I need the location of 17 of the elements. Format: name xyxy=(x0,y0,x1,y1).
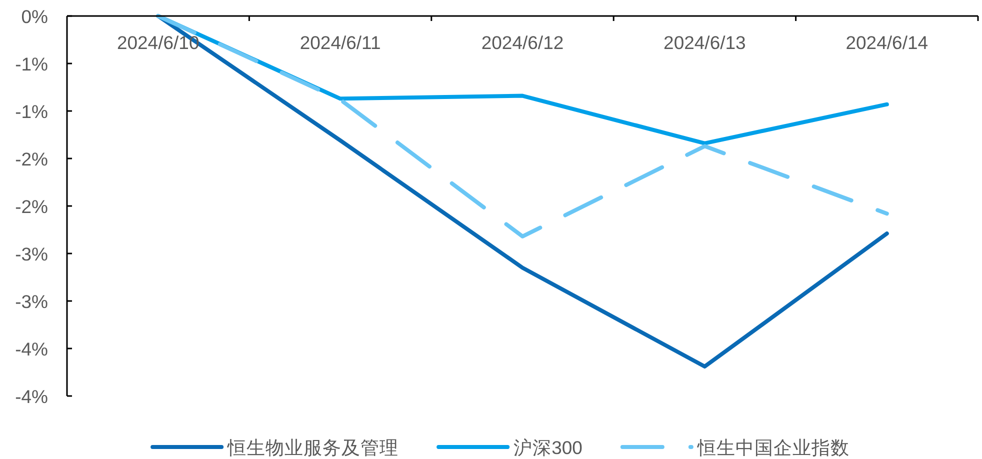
y-tick-label: -3% xyxy=(15,290,48,312)
y-tick-label: 0% xyxy=(21,6,48,26)
y-tick-label: -4% xyxy=(15,338,48,359)
y-tick-label: -2% xyxy=(15,148,48,169)
x-tick-label: 2024/6/10 xyxy=(116,32,200,52)
legend-label: 恒生物业服务及管理 xyxy=(226,436,399,458)
y-tick-label: -3% xyxy=(15,243,48,264)
x-tick-label: 2024/6/11 xyxy=(300,32,381,52)
x-tick-label: 2024/6/13 xyxy=(664,32,746,52)
legend-label: 沪深300 xyxy=(514,436,582,458)
y-tick-label: -1% xyxy=(15,53,48,74)
y-tick-label: -4% xyxy=(15,386,48,406)
legend-label: 恒生中国企业指数 xyxy=(696,436,850,458)
y-tick-label: -2% xyxy=(15,196,48,216)
x-tick-label: 2024/6/14 xyxy=(846,32,928,52)
y-tick-label: -1% xyxy=(15,100,48,122)
x-tick-label: 2024/6/12 xyxy=(481,32,564,52)
